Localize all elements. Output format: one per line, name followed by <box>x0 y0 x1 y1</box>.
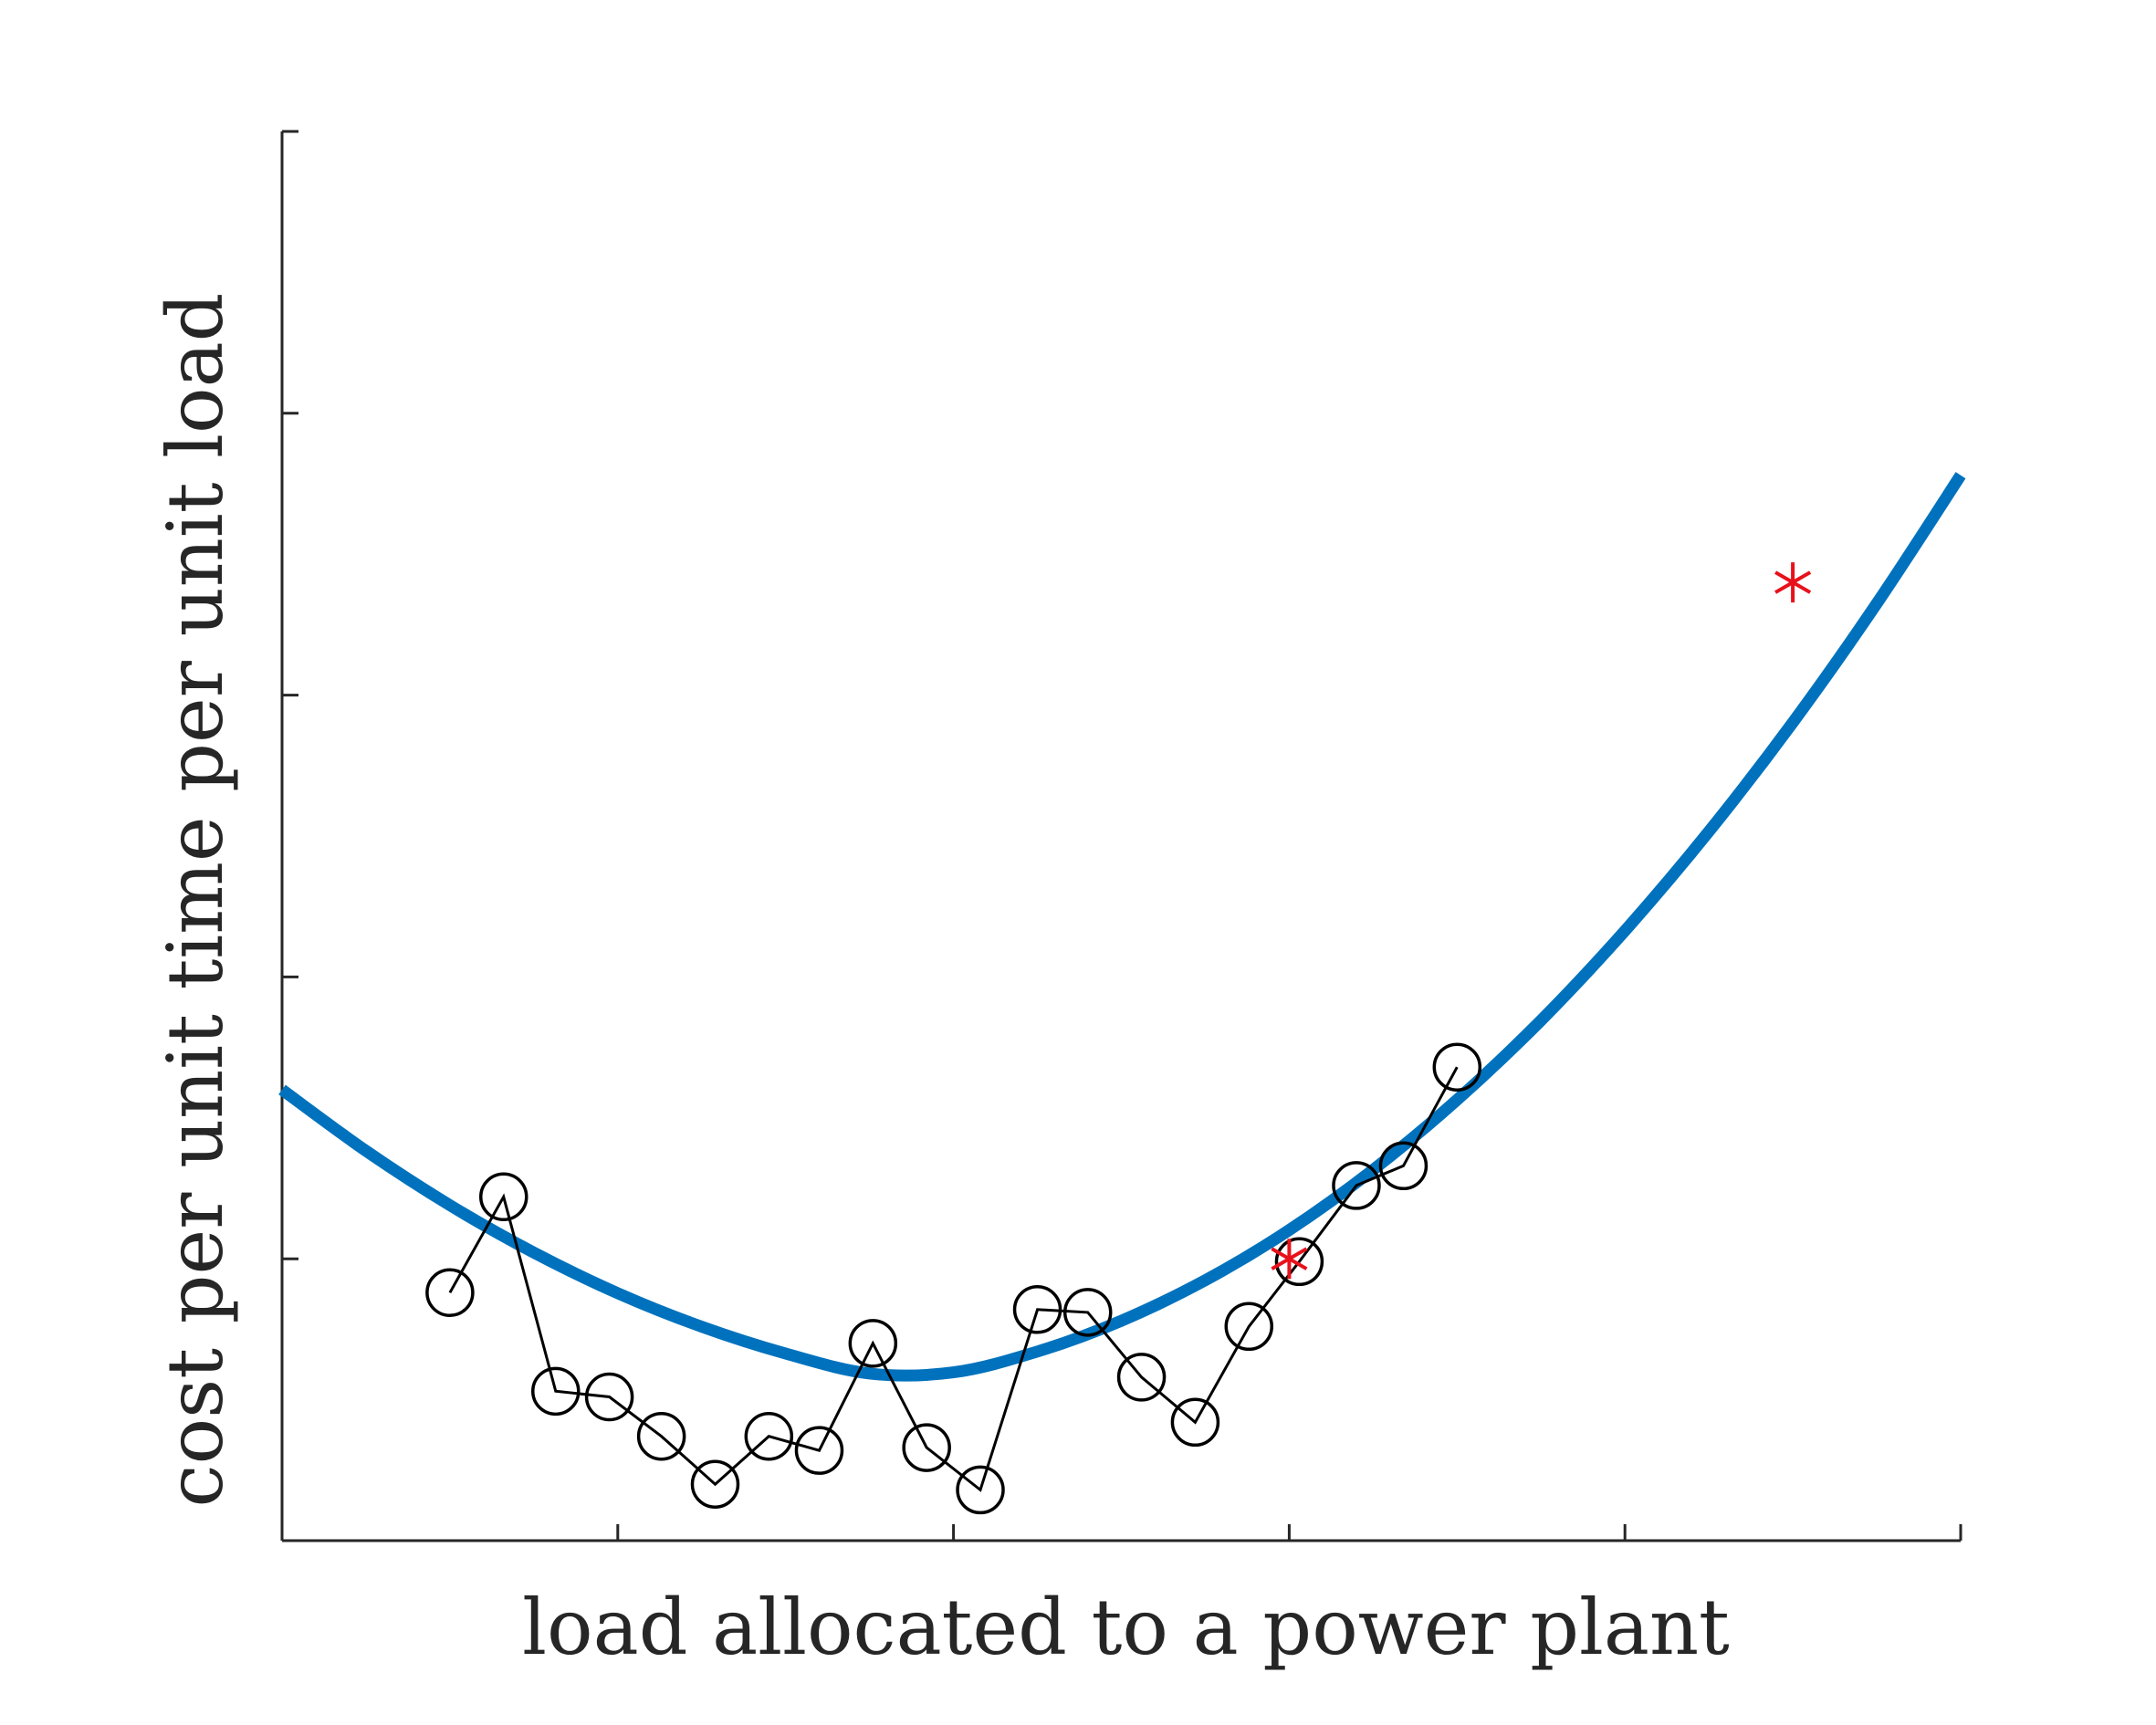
sample-point-5 <box>636 1411 686 1461</box>
sample-point-16 <box>1224 1302 1274 1352</box>
cost-curve <box>278 472 1966 1382</box>
sample-point-17 <box>1274 1237 1324 1287</box>
sample-point-6 <box>690 1459 740 1509</box>
sample-point-13 <box>1062 1288 1113 1337</box>
axes <box>280 130 1962 1542</box>
sample-point-2 <box>478 1172 529 1222</box>
sample-point-7 <box>744 1411 794 1461</box>
sample-point-14 <box>1116 1353 1167 1402</box>
highlight-series <box>1271 562 1812 1280</box>
sample-point-11 <box>956 1465 1005 1515</box>
sample-point-15 <box>1170 1397 1220 1448</box>
sample-point-12 <box>1012 1285 1062 1334</box>
sample-point-20 <box>1432 1042 1482 1092</box>
sample-point-9 <box>848 1319 898 1368</box>
x-axis-label: load allocated to a power plant <box>522 1583 1730 1672</box>
y-axis-label: cost per unit time per unit load <box>151 293 240 1508</box>
sample-point-10 <box>902 1423 951 1472</box>
sample-point-18 <box>1332 1161 1381 1210</box>
highlight-star-1 <box>1271 1239 1308 1280</box>
sample-point-1 <box>425 1268 475 1318</box>
sample-point-3 <box>531 1366 581 1417</box>
highlight-star-2 <box>1774 562 1812 603</box>
sample-point-4 <box>584 1372 634 1422</box>
sample-line <box>448 1066 1459 1492</box>
sample-point-8 <box>794 1426 844 1475</box>
sample-point-19 <box>1378 1141 1429 1191</box>
